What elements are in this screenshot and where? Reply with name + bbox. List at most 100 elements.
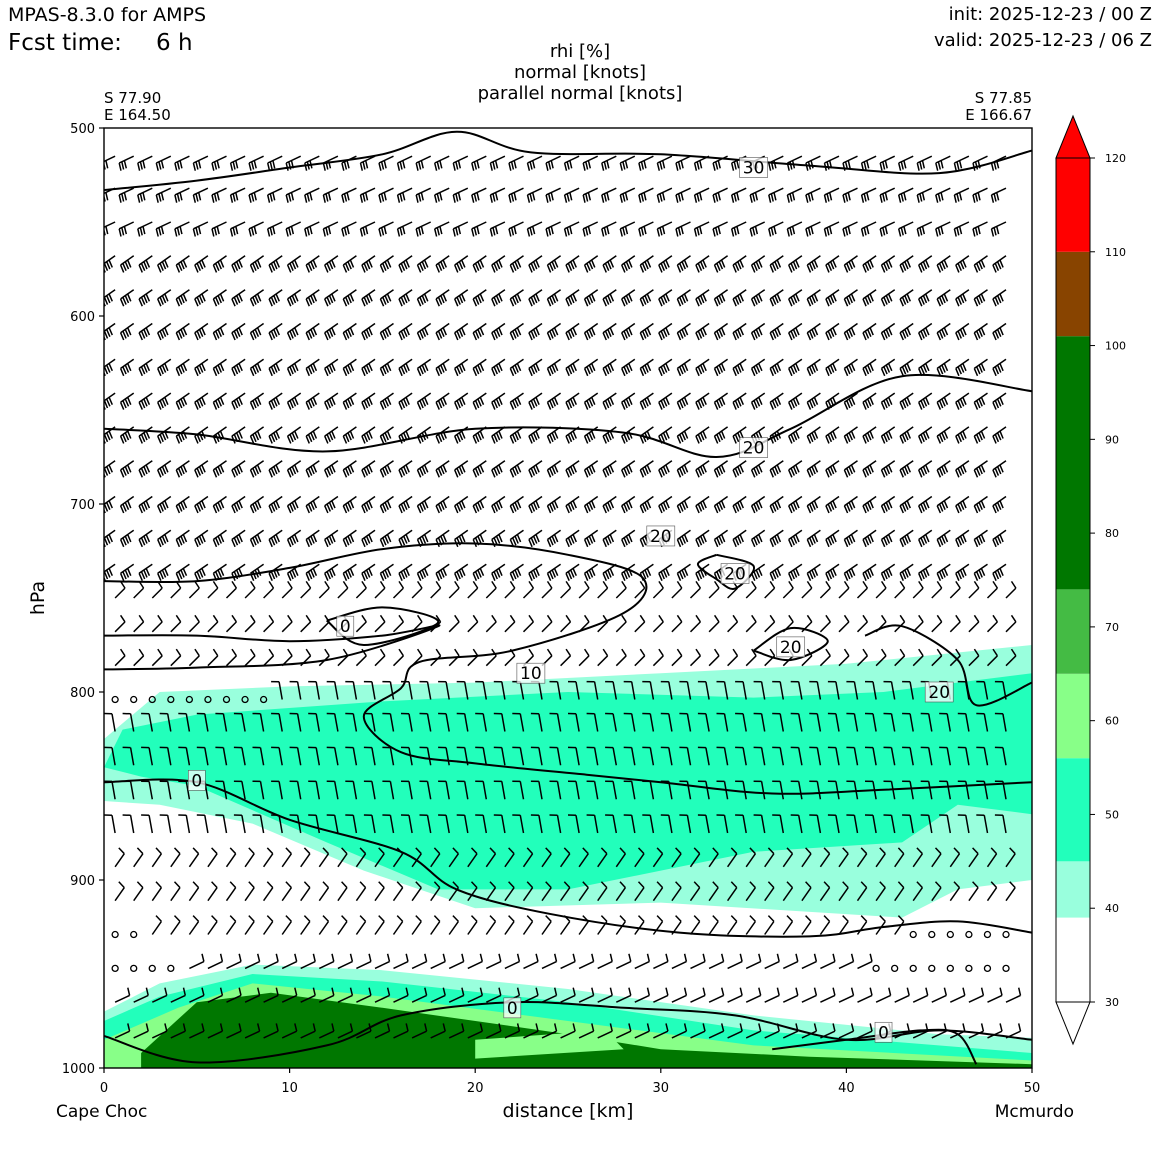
- wind-barb: [992, 255, 1007, 273]
- wind-barb: [726, 915, 738, 935]
- wind-barb: [843, 322, 858, 341]
- calm-wind-marker: [222, 695, 231, 704]
- wind-barb: [838, 881, 849, 902]
- wind-barb: [623, 746, 636, 766]
- wind-barb: [801, 614, 813, 633]
- wind-barb: [415, 155, 432, 171]
- wind-barb: [448, 915, 460, 935]
- calm-wind-marker: [983, 930, 992, 939]
- wind-barb: [322, 187, 339, 203]
- wind-barb: [931, 580, 943, 599]
- wind-barb: [212, 358, 227, 377]
- wind-barb: [560, 614, 572, 633]
- wind-barb: [597, 987, 613, 1003]
- wind-barb: [880, 426, 896, 444]
- wind-barb: [337, 915, 348, 935]
- wind-barb: [504, 648, 516, 667]
- calm-wind-marker: [983, 964, 992, 973]
- wind-barb: [973, 322, 988, 341]
- wind-barb: [634, 847, 645, 868]
- wind-barb: [788, 529, 803, 548]
- wind-barb: [825, 322, 840, 341]
- wind-barb: [157, 426, 172, 444]
- wind-barb: [400, 746, 413, 766]
- wind-barb: [753, 780, 766, 800]
- wind-barb: [452, 221, 469, 237]
- wind-barb: [541, 847, 552, 868]
- wind-barb: [155, 221, 172, 237]
- wind-barb: [735, 712, 747, 732]
- wind-barb: [652, 648, 664, 667]
- wind-barb: [262, 881, 274, 902]
- wind-barb: [419, 814, 432, 834]
- wind-barb: [990, 155, 1007, 171]
- wind-barb: [769, 529, 784, 548]
- wind-barb: [485, 1023, 502, 1039]
- wind-barb: [194, 563, 209, 581]
- wind-barb: [489, 221, 506, 237]
- wind-barb: [935, 221, 951, 237]
- wind-barb: [244, 987, 261, 1003]
- wind-barb: [471, 155, 487, 171]
- wind-barb: [586, 712, 599, 732]
- wind-barb: [249, 563, 265, 581]
- wind-barb: [565, 392, 580, 410]
- wind-barb: [856, 915, 868, 935]
- wind-barb: [749, 187, 766, 203]
- wind-barb: [578, 915, 589, 935]
- calm-wind-marker: [965, 930, 973, 939]
- wind-barb: [378, 187, 394, 203]
- wind-barb: [750, 529, 766, 548]
- contour-label: 20: [780, 638, 802, 658]
- wind-barb: [489, 155, 506, 171]
- wind-barb: [271, 780, 283, 800]
- wind-barb: [472, 495, 487, 514]
- wind-barb: [345, 746, 358, 766]
- wind-barb: [860, 187, 877, 203]
- wind-barb: [912, 580, 924, 599]
- wind-barb: [1005, 847, 1016, 868]
- wind-barb: [170, 987, 187, 1003]
- wind-barb: [337, 881, 348, 902]
- wind-barb: [880, 460, 896, 478]
- wind-barb: [175, 289, 190, 307]
- wind-barb: [433, 187, 450, 203]
- wind-barb: [819, 847, 831, 868]
- wind-barb: [615, 915, 627, 935]
- wind-barb: [526, 155, 543, 171]
- valid-time: valid: 2025-12-23 / 06 Z: [934, 30, 1152, 51]
- wind-barb: [615, 847, 627, 868]
- wind-barb: [931, 987, 948, 1003]
- wind-barb: [735, 780, 747, 800]
- wind-barb: [268, 426, 283, 444]
- wind-barb: [430, 987, 446, 1003]
- wind-barb: [286, 322, 302, 341]
- wind-barb: [249, 358, 265, 377]
- wind-barb: [931, 881, 942, 902]
- contour-label: 20: [650, 527, 672, 547]
- wind-barb: [472, 322, 487, 341]
- wind-barb: [615, 614, 627, 633]
- wind-barb: [639, 495, 654, 514]
- wind-barb: [337, 580, 349, 599]
- wind-barb: [846, 680, 859, 700]
- wind-barb: [438, 780, 450, 800]
- wind-barb: [658, 392, 673, 410]
- wind-barb: [768, 221, 784, 237]
- wind-barb: [801, 847, 812, 868]
- wind-barb: [207, 987, 224, 1003]
- wind-barb: [226, 1023, 242, 1039]
- wind-barb: [931, 648, 943, 667]
- wind-barb: [244, 881, 255, 902]
- wind-barb: [825, 289, 840, 307]
- wind-barb: [769, 495, 784, 514]
- wind-barb: [899, 563, 914, 581]
- wind-barb: [653, 1023, 669, 1039]
- wind-barb: [114, 1023, 131, 1039]
- wind-barb: [435, 529, 450, 548]
- wind-barb: [491, 529, 506, 548]
- wind-barb: [875, 648, 887, 667]
- wind-barb: [151, 614, 163, 633]
- wind-barb: [104, 712, 116, 732]
- wind-barb: [772, 780, 785, 800]
